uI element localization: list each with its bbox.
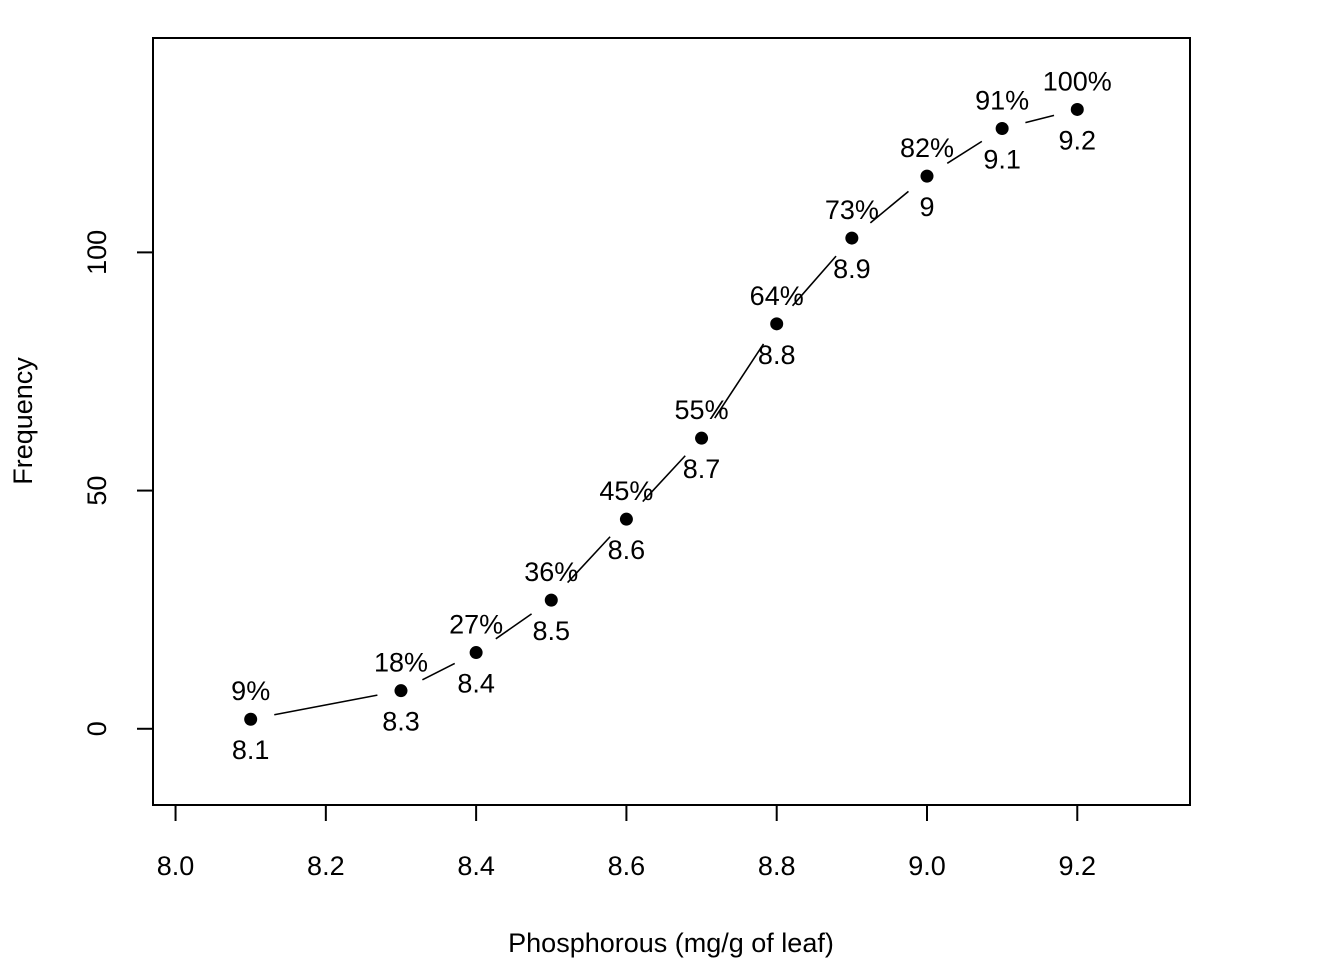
x-value-label: 8.4	[457, 669, 495, 699]
y-tick-label: 50	[82, 476, 112, 506]
series-segment	[1025, 114, 1055, 124]
data-point	[244, 712, 258, 726]
data-point	[995, 122, 1009, 136]
y-tick-label: 100	[82, 230, 112, 275]
x-value-label: 9	[919, 192, 934, 222]
x-axis: 8.0 8.2 8.4 8.6 8.8 9.0 9.2	[157, 804, 1097, 881]
x-tick-label: 8.8	[758, 851, 796, 881]
percent-label: 100%	[1043, 66, 1112, 96]
x-tick-label: 9.0	[908, 851, 946, 881]
data-point	[394, 684, 408, 698]
x-tick-label: 8.2	[307, 851, 345, 881]
x-tick-label: 9.2	[1059, 851, 1097, 881]
x-value-label: 8.9	[833, 254, 871, 284]
series-segment	[714, 343, 765, 419]
series-segment	[495, 613, 533, 640]
percent-label: 55%	[675, 395, 729, 425]
x-value-label: 8.1	[232, 735, 270, 765]
x-tick-label: 8.6	[608, 851, 646, 881]
x-value-label: 8.7	[683, 454, 721, 484]
x-value-label: 9.1	[983, 145, 1021, 175]
percent-label: 27%	[449, 610, 503, 640]
data-point	[619, 512, 633, 526]
series-points	[244, 102, 1084, 726]
data-point	[544, 593, 558, 607]
series-segment	[791, 255, 837, 307]
percent-label: 91%	[975, 86, 1029, 116]
data-point	[770, 317, 784, 331]
point-labels: 9% 8.1 18% 8.3 27% 8.4 36% 8.5 45% 8.6 55% 8.7 64% 8.…	[231, 66, 1112, 765]
data-point	[1070, 102, 1084, 116]
data-point	[920, 169, 934, 183]
percent-label: 73%	[825, 195, 879, 225]
series-segment	[422, 662, 456, 681]
x-value-label: 8.3	[382, 707, 420, 737]
percent-label: 45%	[599, 476, 653, 506]
x-axis-title: Phosphorous (mg/g of leaf)	[508, 928, 834, 958]
y-axis-title: Frequency	[8, 357, 38, 485]
percent-label: 9%	[231, 676, 270, 706]
x-value-label: 8.5	[532, 616, 570, 646]
x-value-label: 8.8	[758, 340, 796, 370]
series-segment	[946, 140, 983, 164]
data-point	[695, 431, 709, 445]
series-segment	[642, 455, 686, 503]
series-segment	[567, 536, 611, 584]
plot-frame	[152, 37, 1191, 806]
percent-label: 36%	[524, 557, 578, 587]
x-tick-label: 8.4	[457, 851, 495, 881]
percent-label: 82%	[900, 133, 954, 163]
y-tick-label: 0	[82, 721, 112, 736]
y-axis: 0 50 100	[82, 230, 154, 736]
data-point	[845, 231, 859, 245]
x-value-label: 9.2	[1059, 125, 1097, 155]
x-tick-label: 8.0	[157, 851, 195, 881]
percent-label: 18%	[374, 648, 428, 678]
series-line	[274, 114, 1055, 716]
x-value-label: 8.6	[608, 535, 646, 565]
percent-label: 64%	[750, 281, 804, 311]
series-segment	[869, 190, 909, 224]
data-point	[469, 646, 483, 660]
series-segment	[274, 694, 378, 716]
